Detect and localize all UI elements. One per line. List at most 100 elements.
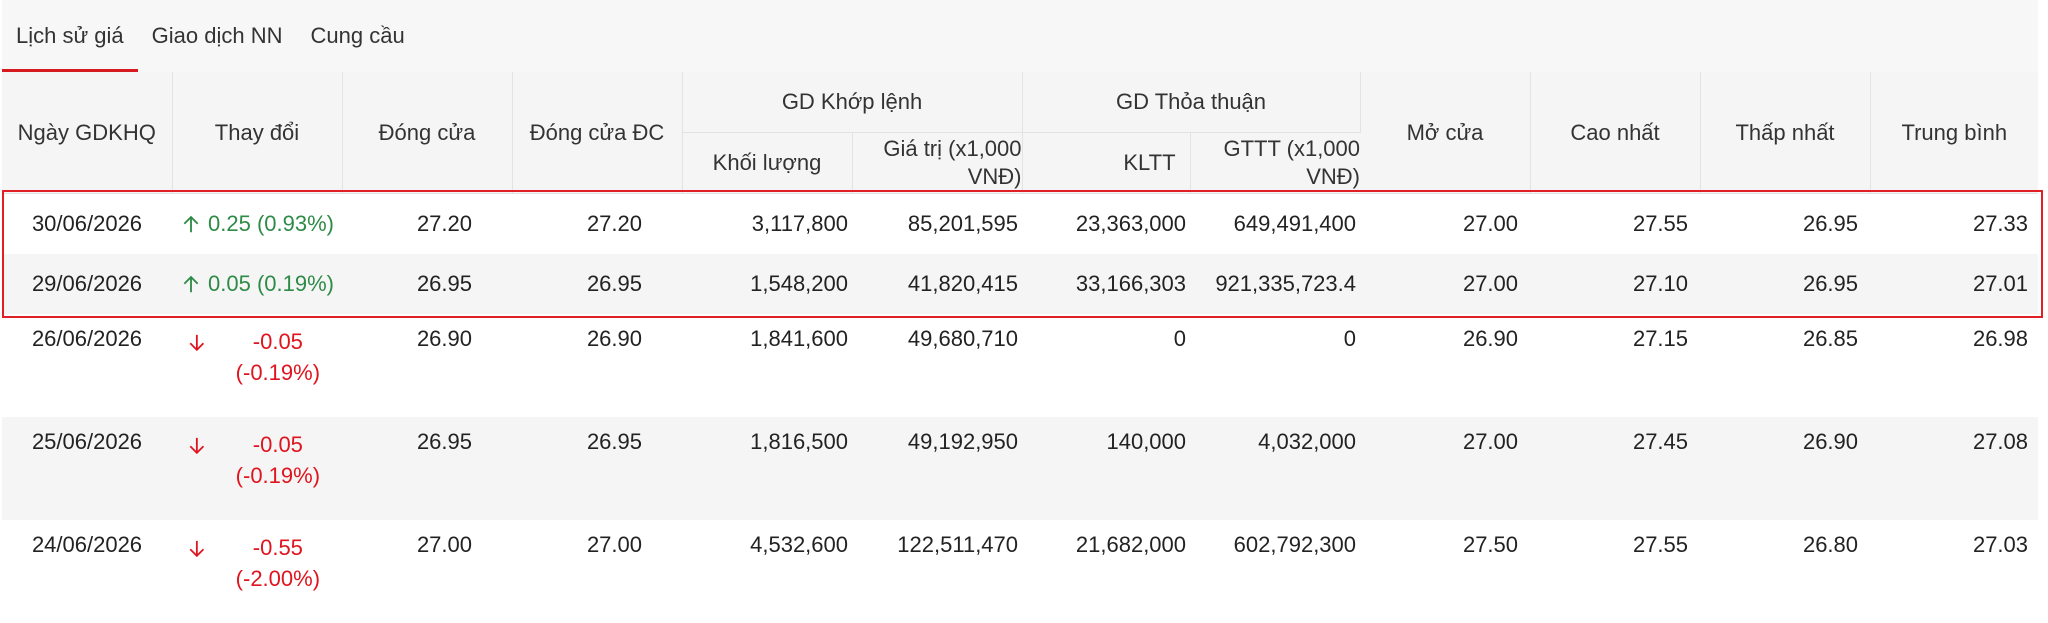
cell-open: 27.50	[1462, 532, 1519, 557]
cell-date: 24/06/2026	[31, 532, 143, 557]
cell-close-adjusted: 26.95	[512, 254, 682, 314]
cell-deal-volume: 140,000	[1022, 417, 1191, 520]
header-close[interactable]: Đóng cửa	[342, 72, 513, 194]
header-high[interactable]: Cao nhất	[1530, 72, 1701, 194]
cell-date: 30/06/2026	[31, 211, 143, 236]
header-deal-value[interactable]: GTTT (x1,000 VNĐ)	[1190, 132, 1361, 194]
header-group-matched: GD Khớp lệnh	[682, 72, 1023, 133]
cell-change: 0.25 (0.93%)	[172, 194, 342, 255]
header-match-value-line2: VNĐ)	[967, 164, 1022, 189]
cell-open: 27.00	[1360, 417, 1531, 520]
cell-close: 26.95	[342, 417, 512, 520]
cell-high: 27.10	[1530, 254, 1701, 314]
change-absolute: -0.05	[252, 329, 303, 354]
cell-match-volume: 1,548,200	[682, 254, 852, 314]
header-deal-value-line2: VNĐ)	[1306, 164, 1361, 189]
change-value: 0.05 (0.19%)	[208, 271, 334, 296]
cell-match-value: 49,192,950	[852, 417, 1023, 520]
cell-match-volume: 3,117,800	[751, 211, 848, 236]
cell-high: 27.15	[1632, 326, 1689, 351]
change-percent: (-2.00%)	[235, 566, 321, 591]
cell-close-adjusted: 26.95	[512, 417, 682, 520]
arrow-up-icon	[183, 215, 199, 233]
header-match-value-line1: Giá trị (x1,000	[883, 136, 1022, 161]
change-value: 0.25 (0.93%)	[208, 211, 334, 236]
cell-change: 0.05 (0.19%)	[172, 254, 342, 314]
cell-average: 27.03	[1972, 532, 2029, 557]
change-percent: (-0.19%)	[235, 463, 321, 488]
cell-match-volume: 4,532,600	[750, 532, 848, 557]
cell-high: 27.55	[1632, 532, 1689, 557]
tab-foreign-trading[interactable]: Giao dịch NN	[151, 23, 283, 48]
cell-close-adjusted: 27.20	[586, 211, 642, 236]
header-match-volume[interactable]: Khối lượng	[682, 132, 853, 194]
cell-match-value: 41,820,415	[852, 254, 1023, 314]
arrow-down-icon	[189, 540, 205, 558]
header-deal-volume[interactable]: KLTT	[1022, 132, 1191, 194]
header-date[interactable]: Ngày GDKHQ	[2, 72, 173, 194]
cell-deal-volume: 21,682,000	[1075, 532, 1187, 557]
cell-deal-volume: 33,166,303	[1022, 254, 1191, 314]
cell-low: 26.85	[1802, 326, 1859, 351]
header-close-adjusted[interactable]: Đóng cửa ĐC	[512, 72, 683, 194]
cell-close: 26.90	[416, 326, 472, 351]
arrow-down-icon	[189, 437, 205, 455]
cell-deal-value: 602,792,300	[1233, 532, 1357, 557]
cell-average: 27.01	[1870, 254, 2039, 314]
cell-average: 27.33	[1972, 211, 2029, 236]
cell-high: 27.45	[1530, 417, 1701, 520]
cell-average: 26.98	[1972, 326, 2029, 351]
cell-match-volume: 1,816,500	[682, 417, 852, 520]
cell-change: -0.05 (-0.19%)	[172, 417, 342, 520]
cell-change: -0.05 (-0.19%)	[172, 314, 342, 417]
cell-low: 26.90	[1700, 417, 1871, 520]
price-history-table: Ngày GDKHQ Thay đổi Đóng cửa Đóng cửa ĐC…	[2, 72, 2039, 623]
cell-match-volume: 1,841,600	[750, 326, 848, 351]
tab-bar: Lịch sử giá Giao dịch NN Cung cầu	[2, 0, 2038, 72]
cell-high: 27.55	[1632, 211, 1689, 236]
arrow-down-icon	[189, 334, 205, 352]
table-row[interactable]: 24/06/2026 -0.55 (-2.00%) 27.00 27.00 4,…	[2, 520, 2038, 623]
change-absolute: -0.05	[252, 432, 303, 457]
table-row[interactable]: 26/06/2026 -0.05 (-0.19%) 26.90 26.90 1,…	[2, 314, 2038, 417]
cell-change: -0.55 (-2.00%)	[172, 520, 342, 623]
header-group-deal: GD Thỏa thuận	[1022, 72, 1361, 133]
cell-close: 27.20	[416, 211, 472, 236]
cell-low: 26.95	[1700, 254, 1871, 314]
table-row[interactable]: 29/06/2026 0.05 (0.19%) 26.95 26.95 1,54…	[2, 254, 2039, 314]
change-absolute: -0.55	[252, 535, 303, 560]
cell-deal-volume: 0	[1173, 326, 1187, 351]
tab-price-history[interactable]: Lịch sử giá	[2, 0, 138, 72]
change-percent: (-0.19%)	[235, 360, 321, 385]
table-row[interactable]: 25/06/2026 -0.05 (-0.19%) 26.95 26.95 1,…	[2, 417, 2039, 520]
header-low[interactable]: Thấp nhất	[1700, 72, 1871, 194]
cell-open: 26.90	[1462, 326, 1519, 351]
header-average[interactable]: Trung bình	[1870, 72, 2039, 194]
header-deal-value-line1: GTTT (x1,000	[1223, 136, 1361, 161]
cell-date: 26/06/2026	[31, 326, 143, 351]
arrow-up-icon	[183, 275, 199, 293]
cell-date: 29/06/2026	[2, 254, 172, 314]
cell-deal-value: 4,032,000	[1190, 417, 1361, 520]
header-open[interactable]: Mở cửa	[1360, 72, 1531, 194]
header-change[interactable]: Thay đổi	[172, 72, 343, 194]
price-history-widget: Lịch sử giá Giao dịch NN Cung cầu Ngày G…	[2, 0, 2043, 591]
cell-date: 25/06/2026	[2, 417, 172, 520]
cell-deal-value: 0	[1343, 326, 1357, 351]
cell-deal-value: 649,491,400	[1233, 211, 1357, 236]
tab-supply-demand[interactable]: Cung cầu	[310, 23, 405, 48]
cell-close-adjusted: 26.90	[586, 326, 642, 351]
cell-close: 27.00	[416, 532, 472, 557]
cell-low: 26.80	[1802, 532, 1859, 557]
cell-match-value: 122,511,470	[897, 532, 1019, 557]
cell-average: 27.08	[1870, 417, 2039, 520]
cell-open: 27.00	[1360, 254, 1531, 314]
cell-open: 27.00	[1462, 211, 1519, 236]
header-match-value[interactable]: Giá trị (x1,000 VNĐ)	[852, 132, 1023, 194]
cell-deal-value: 921,335,723.4	[1190, 254, 1361, 314]
cell-match-value: 85,201,595	[907, 211, 1019, 236]
table-row[interactable]: 30/06/2026 0.25 (0.93%) 27.20 27.20 3,11…	[2, 194, 2038, 255]
cell-close-adjusted: 27.00	[586, 532, 642, 557]
cell-close: 26.95	[342, 254, 512, 314]
cell-deal-volume: 23,363,000	[1075, 211, 1187, 236]
